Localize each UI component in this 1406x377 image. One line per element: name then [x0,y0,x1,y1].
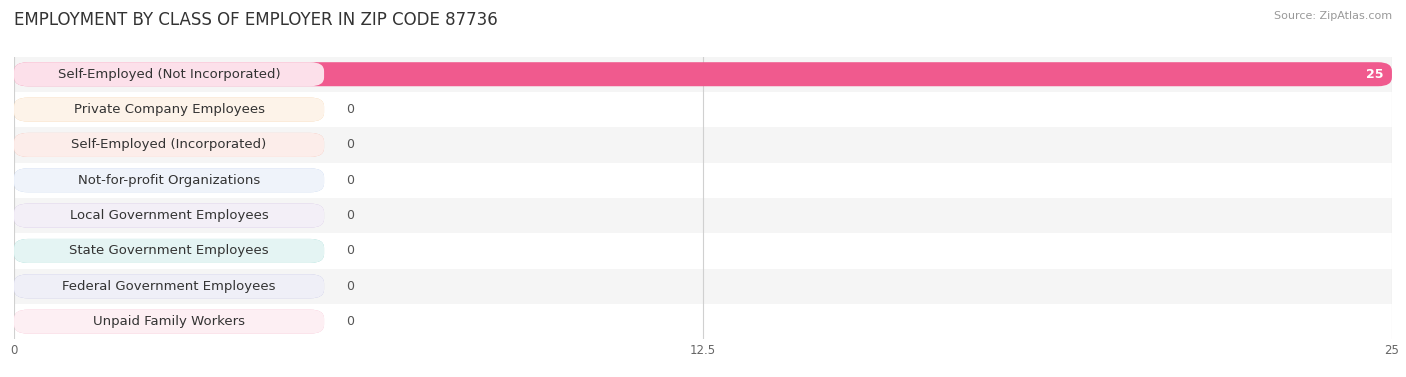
FancyBboxPatch shape [14,62,1392,86]
FancyBboxPatch shape [14,98,325,121]
Text: 0: 0 [346,174,354,187]
Text: EMPLOYMENT BY CLASS OF EMPLOYER IN ZIP CODE 87736: EMPLOYMENT BY CLASS OF EMPLOYER IN ZIP C… [14,11,498,29]
Text: Federal Government Employees: Federal Government Employees [62,280,276,293]
Bar [14,127,1392,162]
FancyBboxPatch shape [14,62,325,86]
FancyBboxPatch shape [14,204,325,228]
Text: Self-Employed (Incorporated): Self-Employed (Incorporated) [72,138,267,152]
FancyBboxPatch shape [14,133,325,157]
Text: Source: ZipAtlas.com: Source: ZipAtlas.com [1274,11,1392,21]
FancyBboxPatch shape [14,168,325,192]
Text: 0: 0 [346,138,354,152]
Text: 25: 25 [1367,68,1384,81]
Bar [14,268,1392,304]
Text: 0: 0 [346,315,354,328]
Text: Local Government Employees: Local Government Employees [70,209,269,222]
Bar [14,92,1392,127]
FancyBboxPatch shape [14,204,325,228]
Bar [14,304,1392,339]
Text: Self-Employed (Not Incorporated): Self-Employed (Not Incorporated) [58,68,280,81]
FancyBboxPatch shape [14,274,325,298]
Text: 0: 0 [346,103,354,116]
FancyBboxPatch shape [14,98,325,121]
Bar [14,162,1392,198]
Text: Not-for-profit Organizations: Not-for-profit Organizations [77,174,260,187]
FancyBboxPatch shape [14,168,325,192]
FancyBboxPatch shape [14,239,325,263]
FancyBboxPatch shape [14,133,325,157]
Text: Private Company Employees: Private Company Employees [73,103,264,116]
Bar [14,233,1392,268]
Text: 0: 0 [346,209,354,222]
FancyBboxPatch shape [14,239,325,263]
FancyBboxPatch shape [14,310,325,334]
Text: State Government Employees: State Government Employees [69,244,269,257]
Bar [14,198,1392,233]
Text: 0: 0 [346,244,354,257]
FancyBboxPatch shape [14,310,325,334]
Text: 0: 0 [346,280,354,293]
FancyBboxPatch shape [14,274,325,298]
Text: Unpaid Family Workers: Unpaid Family Workers [93,315,245,328]
Bar [14,57,1392,92]
